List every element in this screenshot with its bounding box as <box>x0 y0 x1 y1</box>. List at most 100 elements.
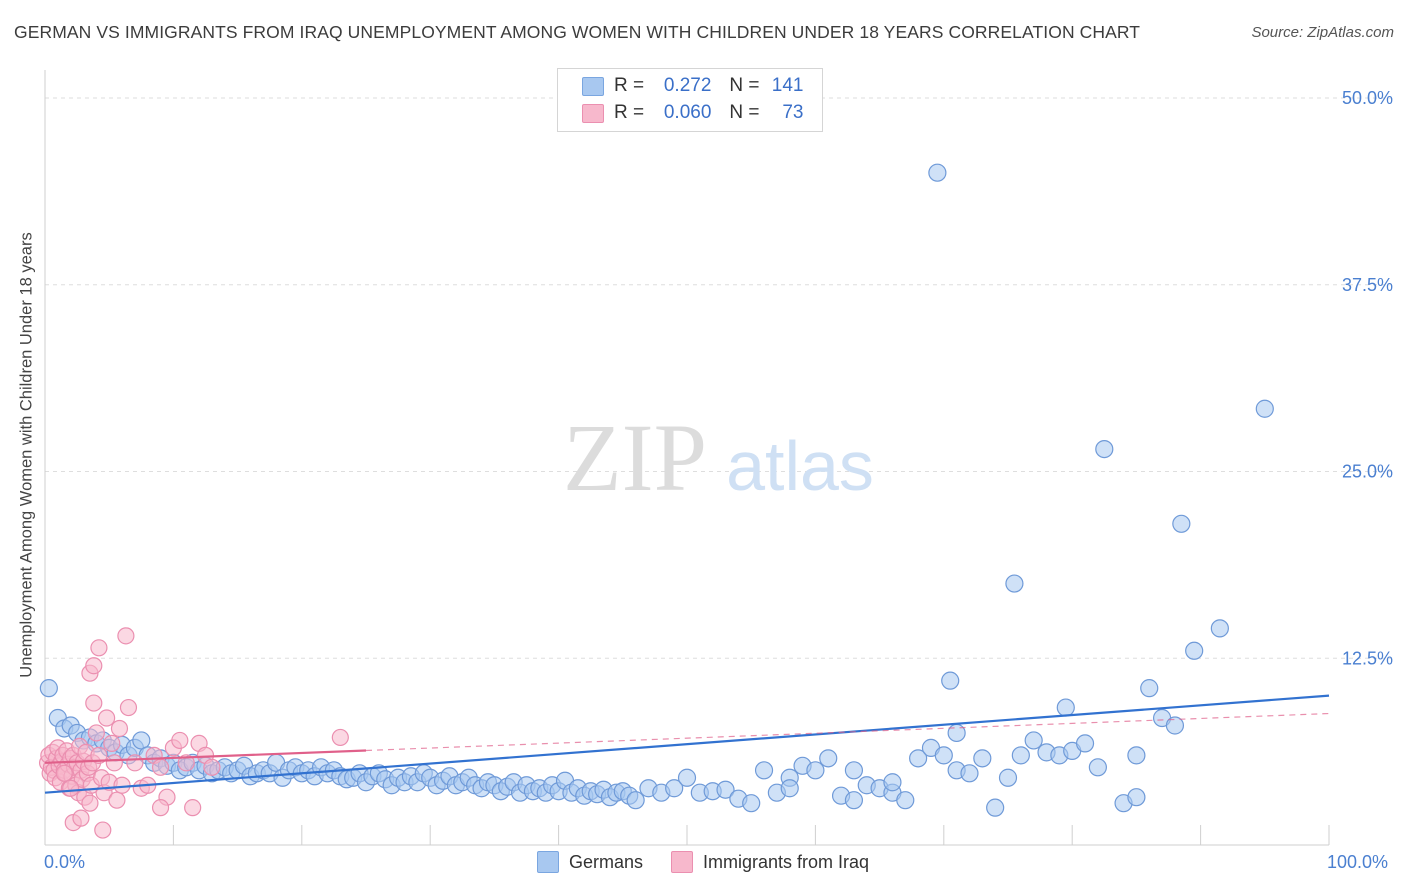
y-tick-label: 12.5% <box>1342 648 1393 668</box>
point-germans <box>934 746 953 765</box>
legend-item-iraq: Immigrants from Iraq <box>671 851 869 873</box>
point-germans <box>1185 641 1204 660</box>
legend-n-label: N = <box>729 102 760 123</box>
point-germans <box>819 749 838 768</box>
point-germans <box>1172 514 1191 533</box>
point-iraq <box>184 799 202 817</box>
point-germans <box>1210 619 1229 638</box>
watermark-atlas: atlas <box>726 427 874 505</box>
point-germans <box>626 791 645 810</box>
point-germans <box>1024 731 1043 750</box>
y-tick-labels: 12.5% 25.0% 37.5% 50.0% <box>1342 88 1393 668</box>
point-germans <box>1095 439 1114 459</box>
point-iraq <box>94 821 112 839</box>
point-germans <box>928 163 947 182</box>
watermark-zip: ZIP <box>563 404 707 511</box>
point-iraq <box>98 709 116 727</box>
point-germans <box>973 749 992 768</box>
point-germans <box>909 749 928 768</box>
legend-row-iraq: R = 0.060 N = 73 <box>582 100 804 126</box>
point-iraq <box>113 776 131 794</box>
y-tick-label: 50.0% <box>1342 88 1393 108</box>
point-iraq <box>151 758 170 776</box>
point-iraq <box>85 694 103 712</box>
point-iraq <box>117 627 135 645</box>
legend-n-value: 141 <box>771 75 804 96</box>
point-germans <box>1088 758 1107 777</box>
x-tick-label-max: 100.0% <box>1327 852 1389 872</box>
point-iraq <box>90 746 108 764</box>
stats-legend: R = 0.272 N = 141 R = 0.060 N = 73 <box>557 68 823 132</box>
legend-r-label: R = <box>614 102 645 123</box>
point-germans <box>1255 399 1274 418</box>
point-iraq <box>177 754 195 772</box>
point-germans <box>780 779 799 798</box>
points-layer <box>38 163 1274 839</box>
y-tick-label: 25.0% <box>1342 462 1393 482</box>
point-iraq <box>126 754 144 772</box>
chart-title: GERMAN VS IMMIGRANTS FROM IRAQ UNEMPLOYM… <box>14 22 1141 42</box>
point-germans <box>665 779 684 798</box>
point-germans <box>677 768 697 787</box>
x-tick-label-min: 0.0% <box>44 852 86 872</box>
point-germans <box>1127 746 1146 765</box>
point-iraq <box>203 758 221 776</box>
legend-r-label: R = <box>614 75 645 96</box>
grid-layer <box>44 70 1392 846</box>
trend-layer <box>44 694 1330 794</box>
point-iraq <box>171 731 189 750</box>
point-iraq <box>55 764 73 782</box>
legend-r-value: 0.060 <box>663 102 712 123</box>
series-legend: Germans Immigrants from Iraq <box>537 851 897 873</box>
point-germans <box>1127 788 1146 807</box>
legend-label-germans: Germans <box>569 851 644 872</box>
trend-line-iraq <box>44 749 367 764</box>
legend-swatch-iraq <box>671 851 694 873</box>
y-axis-label: Unemployment Among Women with Children U… <box>17 232 36 678</box>
point-germans <box>883 773 902 792</box>
point-germans <box>986 798 1005 817</box>
point-iraq <box>110 719 129 738</box>
trend-line-germans <box>44 694 1330 794</box>
point-iraq <box>90 639 108 657</box>
point-iraq <box>62 779 80 797</box>
legend-label-iraq: Immigrants from Iraq <box>703 851 870 872</box>
trend-line-iraq-extension <box>365 712 1330 752</box>
legend-item-germans: Germans <box>537 851 643 873</box>
point-iraq <box>85 657 103 675</box>
point-iraq <box>105 754 123 772</box>
chart-source: Source: ZipAtlas.com <box>1251 24 1394 41</box>
point-germans <box>998 768 1018 787</box>
legend-n-label: N = <box>729 75 760 96</box>
point-germans <box>742 794 761 813</box>
point-germans <box>39 679 58 698</box>
point-iraq <box>331 728 349 747</box>
legend-n-value: 73 <box>782 102 804 123</box>
point-germans <box>1005 574 1024 593</box>
legend-swatch-iraq <box>582 103 604 123</box>
point-germans <box>754 761 774 780</box>
point-germans <box>1056 698 1075 717</box>
watermark: ZIP atlas <box>563 404 874 511</box>
point-germans <box>1140 679 1159 698</box>
point-iraq <box>103 734 121 753</box>
point-germans <box>844 791 864 810</box>
point-germans <box>960 764 979 783</box>
point-iraq <box>119 698 138 717</box>
legend-swatch-germans <box>582 76 604 96</box>
point-iraq <box>108 791 126 809</box>
legend-swatch-germans <box>537 851 559 873</box>
point-germans <box>806 761 825 780</box>
legend-row-germans: R = 0.272 N = 141 <box>582 73 804 99</box>
point-germans <box>844 761 864 780</box>
y-tick-label: 37.5% <box>1342 275 1393 295</box>
point-germans <box>1075 734 1095 753</box>
point-germans <box>896 791 915 810</box>
point-iraq <box>72 809 90 827</box>
point-germans <box>716 780 735 799</box>
point-iraq <box>151 799 170 817</box>
legend-r-value: 0.272 <box>663 75 712 96</box>
point-iraq <box>87 724 105 742</box>
point-iraq <box>81 794 99 812</box>
